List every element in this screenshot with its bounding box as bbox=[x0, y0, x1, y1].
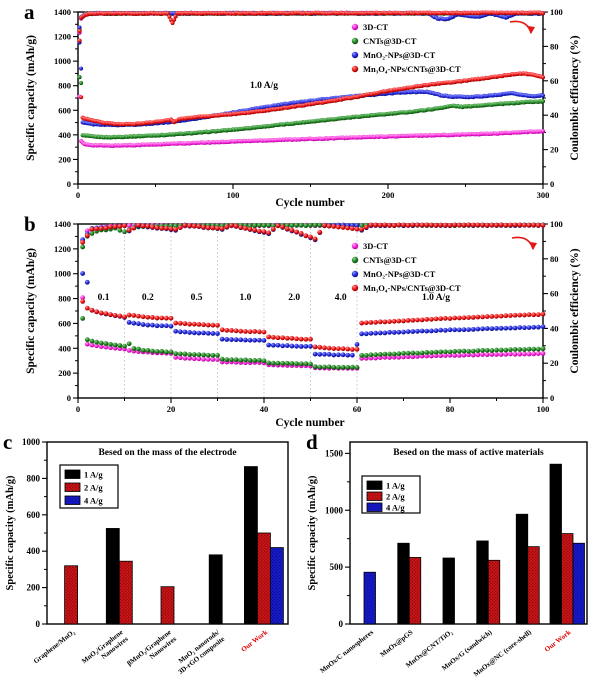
panel-b-rate-chart: 0 20 40 60 80 1000200400600800100012001400020… bbox=[25, 219, 581, 429]
svg-text:Coulombic efficiency (%): Coulombic efficiency (%) bbox=[569, 248, 581, 373]
svg-text:1000: 1000 bbox=[54, 269, 71, 279]
svg-text:1.0 A/g: 1.0 A/g bbox=[250, 81, 278, 91]
svg-text:300: 300 bbox=[537, 190, 550, 200]
svg-text:200: 200 bbox=[58, 154, 71, 164]
svg-text:40: 40 bbox=[550, 323, 559, 333]
svg-text:60: 60 bbox=[550, 76, 559, 86]
svg-text:βMnO₂/GrapheneNanowires: βMnO₂/GrapheneNanowires bbox=[126, 628, 179, 674]
svg-text:800: 800 bbox=[58, 81, 71, 91]
panel-b-label: b bbox=[24, 212, 36, 236]
svg-text:Mn₃O₄-NPs/CNTs@3D-CT: Mn₃O₄-NPs/CNTs@3D-CT bbox=[363, 64, 461, 74]
svg-text:3D-CT: 3D-CT bbox=[363, 22, 388, 32]
svg-text:0.2: 0.2 bbox=[142, 293, 154, 303]
svg-text:0: 0 bbox=[550, 179, 554, 189]
svg-text:1.0 A/g: 1.0 A/g bbox=[422, 293, 450, 303]
svg-text:0: 0 bbox=[67, 179, 71, 189]
svg-text:MnO₂ nanorods/3D-rGO composite: MnO₂ nanorods/3D-rGO composite bbox=[171, 628, 227, 676]
svg-text:MnOx/C nanospheres: MnOx/C nanospheres bbox=[319, 628, 376, 675]
svg-text:CNTs@3D-CT: CNTs@3D-CT bbox=[363, 36, 417, 46]
svg-text:4 A/g: 4 A/g bbox=[386, 503, 405, 513]
svg-text:500: 500 bbox=[330, 562, 344, 572]
svg-text:CNTs@3D-CT: CNTs@3D-CT bbox=[363, 255, 417, 265]
svg-text:600: 600 bbox=[58, 105, 71, 115]
svg-text:20: 20 bbox=[550, 358, 559, 368]
svg-text:20: 20 bbox=[167, 404, 176, 414]
svg-text:80: 80 bbox=[550, 41, 559, 51]
svg-text:Cycle number: Cycle number bbox=[275, 417, 344, 429]
svg-text:Our Work: Our Work bbox=[240, 628, 269, 653]
svg-text:80: 80 bbox=[446, 404, 455, 414]
svg-text:200: 200 bbox=[382, 190, 395, 200]
svg-text:1000: 1000 bbox=[54, 56, 71, 66]
svg-text:0.1: 0.1 bbox=[98, 293, 110, 303]
svg-text:800: 800 bbox=[58, 294, 71, 304]
svg-text:1000: 1000 bbox=[22, 437, 41, 447]
svg-text:60: 60 bbox=[550, 289, 559, 299]
svg-text:1400: 1400 bbox=[54, 219, 71, 229]
svg-text:400: 400 bbox=[27, 546, 41, 556]
svg-text:MnOx@pGS: MnOx@pGS bbox=[379, 628, 415, 658]
svg-text:2.0: 2.0 bbox=[288, 293, 300, 303]
svg-text:4.0: 4.0 bbox=[335, 293, 347, 303]
svg-text:Specific capacity (mAh/g): Specific capacity (mAh/g) bbox=[25, 35, 37, 161]
svg-text:40: 40 bbox=[260, 404, 269, 414]
panel-c-bar-chart: 0 200 400 600 800 1000 Specific capacity (mAh/… bbox=[5, 437, 289, 676]
svg-text:Coulombic efficiency (%): Coulombic efficiency (%) bbox=[569, 35, 581, 160]
svg-text:60: 60 bbox=[353, 404, 362, 414]
panel-d-label: d bbox=[306, 430, 318, 454]
panel-c-label: c bbox=[3, 430, 13, 454]
svg-text:800: 800 bbox=[27, 473, 41, 483]
svg-text:1400: 1400 bbox=[54, 7, 71, 17]
svg-text:400: 400 bbox=[58, 343, 71, 353]
svg-text:0: 0 bbox=[339, 619, 344, 629]
panel-a-label: a bbox=[24, 0, 35, 24]
svg-text:Cycle number: Cycle number bbox=[275, 197, 344, 209]
svg-text:400: 400 bbox=[58, 130, 71, 140]
svg-text:Besed on the mass of the elect: Besed on the mass of the electrode bbox=[98, 448, 236, 458]
svg-text:Specific capacity (mAh/g): Specific capacity (mAh/g) bbox=[307, 475, 318, 590]
svg-text:Specific capacity (mAh/g): Specific capacity (mAh/g) bbox=[25, 248, 37, 374]
svg-text:40: 40 bbox=[550, 110, 559, 120]
svg-text:100: 100 bbox=[537, 404, 550, 414]
svg-text:Specific capacity (mAh/g): Specific capacity (mAh/g) bbox=[5, 475, 16, 590]
svg-text:0: 0 bbox=[76, 190, 80, 200]
svg-text:1 A/g: 1 A/g bbox=[84, 470, 103, 480]
svg-text:0: 0 bbox=[550, 393, 554, 403]
svg-text:MnO₂-NPs@3D-CT: MnO₂-NPs@3D-CT bbox=[363, 269, 436, 279]
svg-text:4 A/g: 4 A/g bbox=[84, 496, 103, 506]
svg-text:Mn₃O₄-NPs/CNTs@3D-CT: Mn₃O₄-NPs/CNTs@3D-CT bbox=[363, 283, 461, 293]
svg-text:0: 0 bbox=[67, 393, 71, 403]
svg-text:100: 100 bbox=[550, 7, 563, 17]
svg-text:100: 100 bbox=[227, 190, 240, 200]
svg-text:Our Work: Our Work bbox=[543, 628, 572, 653]
svg-text:20: 20 bbox=[550, 145, 559, 155]
svg-text:Besed on the mass of active ma: Besed on the mass of active materials bbox=[393, 448, 544, 458]
svg-text:MnO₂/GrapheneNanowires: MnO₂/GrapheneNanowires bbox=[80, 628, 130, 672]
svg-text:0: 0 bbox=[76, 404, 80, 414]
svg-text:MnO₂-NPs@3D-CT: MnO₂-NPs@3D-CT bbox=[363, 50, 436, 60]
panel-d-bar-chart: 0 500 1000 1500 Specific capacity (mAh/g) Bes… bbox=[307, 441, 588, 678]
svg-text:100: 100 bbox=[550, 219, 563, 229]
svg-text:1000: 1000 bbox=[325, 505, 344, 515]
svg-text:3D-CT: 3D-CT bbox=[363, 241, 388, 251]
svg-text:2 A/g: 2 A/g bbox=[386, 492, 405, 502]
svg-text:0.5: 0.5 bbox=[191, 293, 203, 303]
svg-text:200: 200 bbox=[27, 583, 41, 593]
svg-text:200: 200 bbox=[58, 368, 71, 378]
svg-text:0: 0 bbox=[36, 619, 41, 629]
svg-text:1 A/g: 1 A/g bbox=[386, 481, 405, 491]
svg-text:2 A/g: 2 A/g bbox=[84, 483, 103, 493]
svg-text:Graphene/MnO₂: Graphene/MnO₂ bbox=[32, 628, 76, 665]
svg-text:1.0: 1.0 bbox=[239, 293, 251, 303]
panel-a-cycling-chart: 0 100 200 300020040060080010001200140002040… bbox=[25, 7, 581, 209]
svg-text:600: 600 bbox=[27, 510, 41, 520]
svg-text:80: 80 bbox=[550, 254, 559, 264]
svg-text:600: 600 bbox=[58, 318, 71, 328]
svg-text:1200: 1200 bbox=[54, 244, 71, 254]
svg-text:1500: 1500 bbox=[325, 448, 344, 458]
svg-text:1200: 1200 bbox=[54, 32, 71, 42]
